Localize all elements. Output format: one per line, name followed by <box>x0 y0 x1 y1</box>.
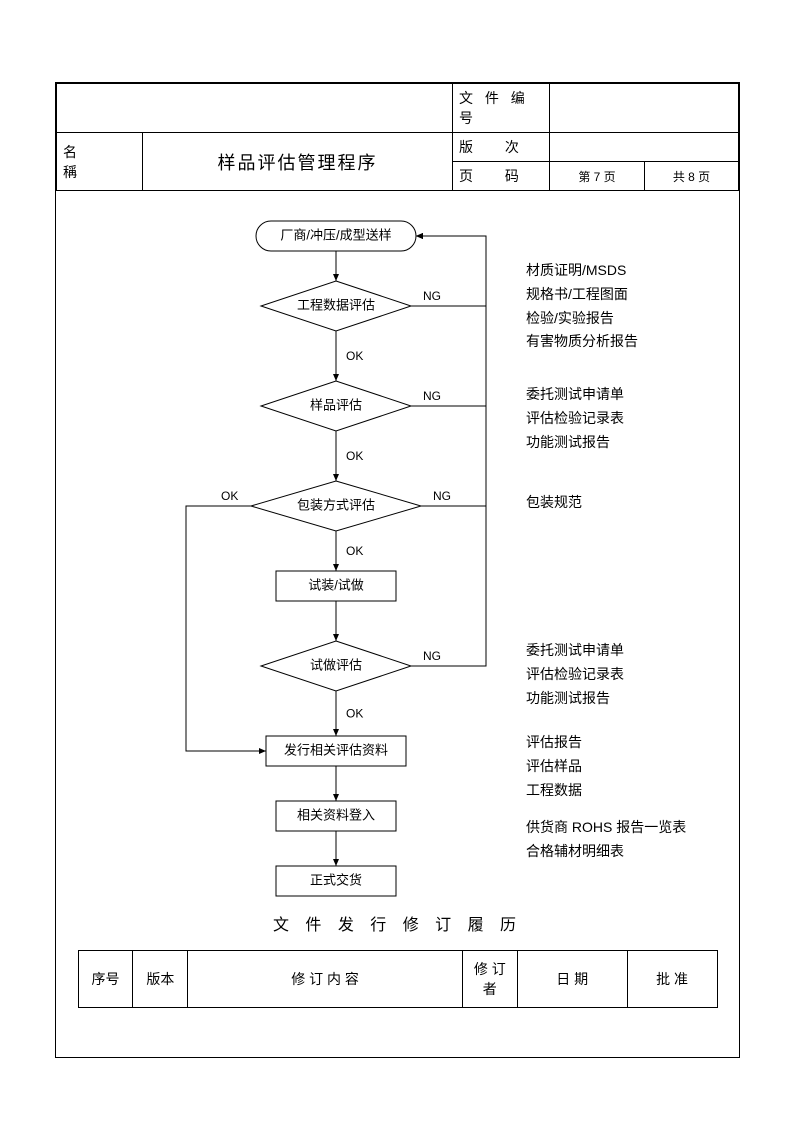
history-table: 序号版本修 订 内 容修 订 者日 期批 准 <box>78 950 718 1008</box>
flowchart-area: OK OK OK OK NG NG NG NG OK 厂商/冲压/成型送样工程数据评估样品评估包装… <box>56 191 739 891</box>
side-note-group: 包装规范 <box>526 491 726 515</box>
svg-text:NG: NG <box>433 489 451 503</box>
side-note-line: 功能测试报告 <box>526 687 726 711</box>
history-column-header: 版本 <box>133 951 188 1008</box>
history-column-header: 日 期 <box>517 951 627 1008</box>
side-note-line: 工程数据 <box>526 779 726 803</box>
side-note-line: 材质证明/MSDS <box>526 259 726 283</box>
svg-text:NG: NG <box>423 289 441 303</box>
history-column-header: 序号 <box>78 951 133 1008</box>
version-value <box>550 133 739 162</box>
header-blank <box>57 84 453 133</box>
svg-text:OK: OK <box>346 449 363 463</box>
history-column-header: 批 准 <box>627 951 717 1008</box>
svg-text:相关资料登入: 相关资料登入 <box>297 807 375 822</box>
doc-title: 样品评估管理程序 <box>143 133 453 191</box>
side-note-line: 包装规范 <box>526 491 726 515</box>
page-current: 第 7 页 <box>550 162 645 191</box>
side-note-group: 委托测试申请单评估检验记录表功能测试报告 <box>526 639 726 710</box>
svg-text:NG: NG <box>423 389 441 403</box>
docnum-value <box>550 84 739 133</box>
name-label: 名 稱 <box>57 133 143 191</box>
svg-text:试装/试做: 试装/试做 <box>308 577 364 592</box>
svg-text:OK: OK <box>346 544 363 558</box>
side-note-line: 评估报告 <box>526 731 726 755</box>
page-total: 共 8 页 <box>645 162 739 191</box>
svg-text:工程数据评估: 工程数据评估 <box>297 297 375 312</box>
side-note-group: 供货商 ROHS 报告一览表合格辅材明细表 <box>526 816 726 864</box>
side-note-line: 评估检验记录表 <box>526 663 726 687</box>
history-column-header: 修 订 内 容 <box>188 951 462 1008</box>
side-note-line: 规格书/工程图面 <box>526 283 726 307</box>
page-border: 文 件 编 号 名 稱 样品评估管理程序 版 次 页 码 第 7 页 共 8 页… <box>55 82 740 1058</box>
side-note-line: 合格辅材明细表 <box>526 840 726 864</box>
side-note-line: 功能测试报告 <box>526 431 726 455</box>
svg-text:OK: OK <box>346 349 363 363</box>
svg-text:包装方式评估: 包装方式评估 <box>297 497 375 512</box>
svg-text:正式交货: 正式交货 <box>310 872 362 887</box>
docnum-label: 文 件 编 号 <box>453 84 550 133</box>
side-note-line: 委托测试申请单 <box>526 383 726 407</box>
side-note-group: 评估报告评估样品工程数据 <box>526 731 726 802</box>
svg-text:样品评估: 样品评估 <box>310 397 362 412</box>
version-label: 版 次 <box>453 133 550 162</box>
side-note-line: 供货商 ROHS 报告一览表 <box>526 816 726 840</box>
side-note-line: 评估样品 <box>526 755 726 779</box>
svg-text:发行相关评估资料: 发行相关评估资料 <box>284 742 388 757</box>
header-table: 文 件 编 号 名 稱 样品评估管理程序 版 次 页 码 第 7 页 共 8 页 <box>56 83 739 191</box>
svg-text:厂商/冲压/成型送样: 厂商/冲压/成型送样 <box>280 227 391 242</box>
side-note-group: 材质证明/MSDS规格书/工程图面检验/实验报告有害物质分析报告 <box>526 259 726 354</box>
history-column-header: 修 订 者 <box>462 951 517 1008</box>
side-note-line: 检验/实验报告 <box>526 307 726 331</box>
side-note-group: 委托测试申请单评估检验记录表功能测试报告 <box>526 383 726 454</box>
svg-text:OK: OK <box>346 707 363 721</box>
page-label: 页 码 <box>453 162 550 191</box>
svg-text:OK: OK <box>221 489 238 503</box>
history-title: 文 件 发 行 修 订 履 历 <box>56 911 739 935</box>
side-note-line: 委托测试申请单 <box>526 639 726 663</box>
svg-text:试做评估: 试做评估 <box>310 657 362 672</box>
side-note-line: 评估检验记录表 <box>526 407 726 431</box>
svg-text:NG: NG <box>423 649 441 663</box>
side-note-line: 有害物质分析报告 <box>526 330 726 354</box>
